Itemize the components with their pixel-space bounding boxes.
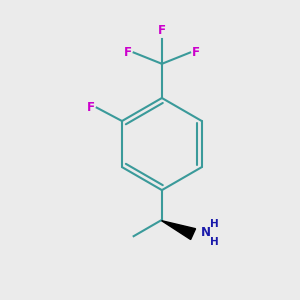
Text: F: F: [87, 101, 94, 114]
Text: H: H: [210, 237, 219, 247]
Text: F: F: [192, 46, 200, 59]
Text: N: N: [200, 226, 211, 239]
Text: F: F: [158, 24, 166, 37]
Polygon shape: [161, 221, 196, 239]
Text: H: H: [210, 219, 219, 229]
Text: F: F: [124, 46, 132, 59]
